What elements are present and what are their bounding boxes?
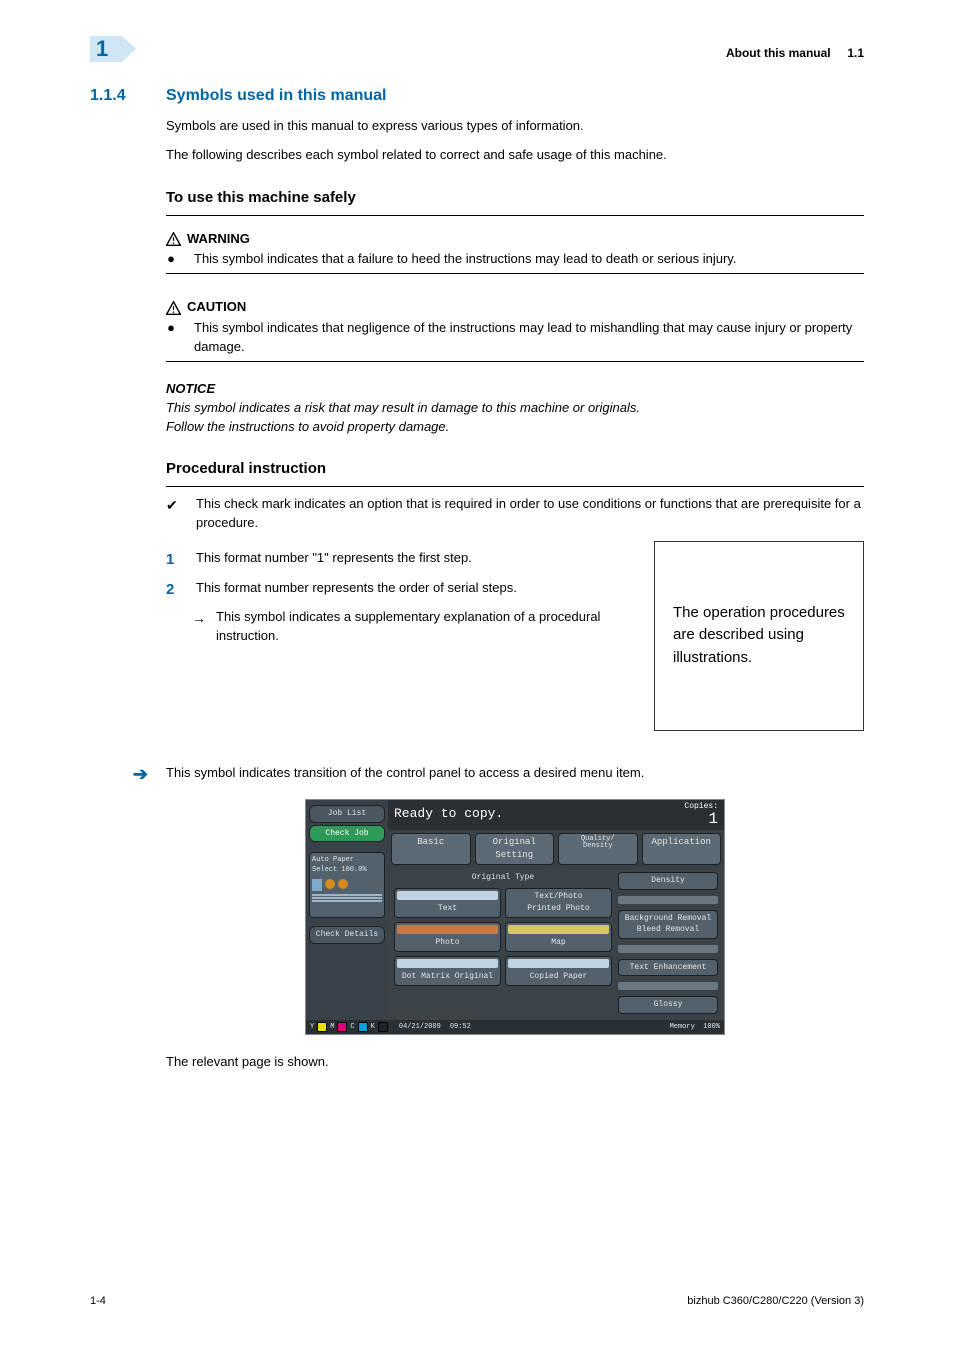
panel-title-bar: Ready to copy. Copies: 1 bbox=[388, 800, 724, 830]
bullet-icon: ● bbox=[166, 319, 176, 357]
sub-arrow-text: This symbol indicates a supplementary ex… bbox=[216, 608, 632, 646]
header-section-num: 1.1 bbox=[847, 46, 864, 60]
page-header: 1 About this manual 1.1 bbox=[90, 36, 864, 62]
panel-glossy: Glossy bbox=[618, 996, 718, 1014]
transition-text: This symbol indicates transition of the … bbox=[166, 764, 644, 783]
step2-text: This format number represents the order … bbox=[196, 579, 517, 598]
check-text: This check mark indicates an option that… bbox=[196, 495, 864, 533]
panel-job-list: Job List bbox=[309, 805, 385, 823]
panel-status-strip: Y M C K 04/21/2009 09:52 Memory 100% bbox=[306, 1020, 724, 1034]
notice-line2: Follow the instructions to avoid propert… bbox=[166, 418, 864, 437]
caution-header: CAUTION bbox=[166, 298, 864, 317]
divider bbox=[166, 486, 864, 487]
page-footer: 1-4 bizhub C360/C280/C220 (Version 3) bbox=[90, 1294, 864, 1310]
panel-original-type-label: Original Type bbox=[394, 872, 612, 884]
panel-auto-paper: Auto Paper Select 100.0% bbox=[309, 852, 385, 918]
illustration-note-box: The operation procedures are described u… bbox=[654, 541, 864, 731]
bullet-icon: ● bbox=[166, 250, 176, 269]
step-number-1: 1 bbox=[166, 549, 178, 571]
arrow-icon: → bbox=[192, 608, 206, 646]
panel-check-job: Check Job bbox=[309, 825, 385, 843]
divider bbox=[166, 215, 864, 216]
panel-copies: Copies: 1 bbox=[684, 803, 718, 827]
divider bbox=[166, 361, 864, 362]
step1-text: This format number "1" represents the fi… bbox=[196, 549, 472, 568]
caution-text: This symbol indicates that negligence of… bbox=[194, 319, 864, 357]
aside-text: The operation procedures are described u… bbox=[673, 604, 845, 666]
panel-tab-original-setting: Original Setting bbox=[475, 833, 555, 865]
closing-text: The relevant page is shown. bbox=[166, 1053, 864, 1072]
checkmark-icon: ✔ bbox=[166, 495, 178, 515]
footer-page-num: 1-4 bbox=[90, 1294, 106, 1310]
panel-ready-text: Ready to copy. bbox=[394, 805, 503, 824]
divider bbox=[166, 273, 864, 274]
control-panel-screenshot: Job List Check Job Auto Paper Select 100… bbox=[305, 799, 725, 1035]
section-title: Symbols used in this manual bbox=[166, 84, 864, 107]
chapter-tab: 1 bbox=[90, 36, 122, 62]
panel-text-enhancement: Text Enhancement bbox=[618, 959, 718, 977]
notice-label: NOTICE bbox=[166, 380, 864, 399]
intro-p2: The following describes each symbol rela… bbox=[166, 146, 864, 165]
panel-check-details: Check Details bbox=[309, 926, 385, 944]
panel-cell-map: Map bbox=[505, 922, 612, 952]
header-right: About this manual 1.1 bbox=[726, 45, 864, 62]
panel-bg-slider bbox=[618, 945, 718, 953]
panel-enh-slider bbox=[618, 982, 718, 990]
panel-cell-text: Text bbox=[394, 888, 501, 918]
panel-cell-copied-paper: Copied Paper bbox=[505, 956, 612, 986]
warning-icon bbox=[166, 232, 181, 246]
warning-label: WARNING bbox=[187, 230, 250, 249]
notice-line1: This symbol indicates a risk that may re… bbox=[166, 399, 864, 418]
panel-cell-text-photo: Text/Photo Printed Photo bbox=[505, 888, 612, 918]
panel-tab-basic: Basic bbox=[391, 833, 471, 865]
procedural-heading: Procedural instruction bbox=[166, 458, 864, 480]
panel-tab-application: Application bbox=[642, 833, 722, 865]
caution-label: CAUTION bbox=[187, 298, 246, 317]
warning-header: WARNING bbox=[166, 230, 864, 249]
intro-p1: Symbols are used in this manual to expre… bbox=[166, 117, 864, 136]
header-title: About this manual bbox=[726, 46, 831, 60]
safely-heading: To use this machine safely bbox=[166, 187, 864, 209]
panel-bg-removal: Background Removal Bleed Removal bbox=[618, 910, 718, 939]
panel-tab-quality: Quality/ Density bbox=[558, 833, 638, 865]
transition-arrow-icon: ➔ bbox=[90, 761, 148, 787]
panel-density: Density bbox=[618, 872, 718, 890]
panel-cell-dot-matrix: Dot Matrix Original bbox=[394, 956, 501, 986]
panel-density-slider bbox=[618, 896, 718, 904]
step-number-2: 2 bbox=[166, 579, 178, 601]
footer-product: bizhub C360/C280/C220 (Version 3) bbox=[687, 1294, 864, 1310]
section-number: 1.1.4 bbox=[90, 84, 166, 107]
panel-cell-photo: Photo bbox=[394, 922, 501, 952]
warning-text: This symbol indicates that a failure to … bbox=[194, 250, 736, 269]
caution-icon bbox=[166, 301, 181, 315]
